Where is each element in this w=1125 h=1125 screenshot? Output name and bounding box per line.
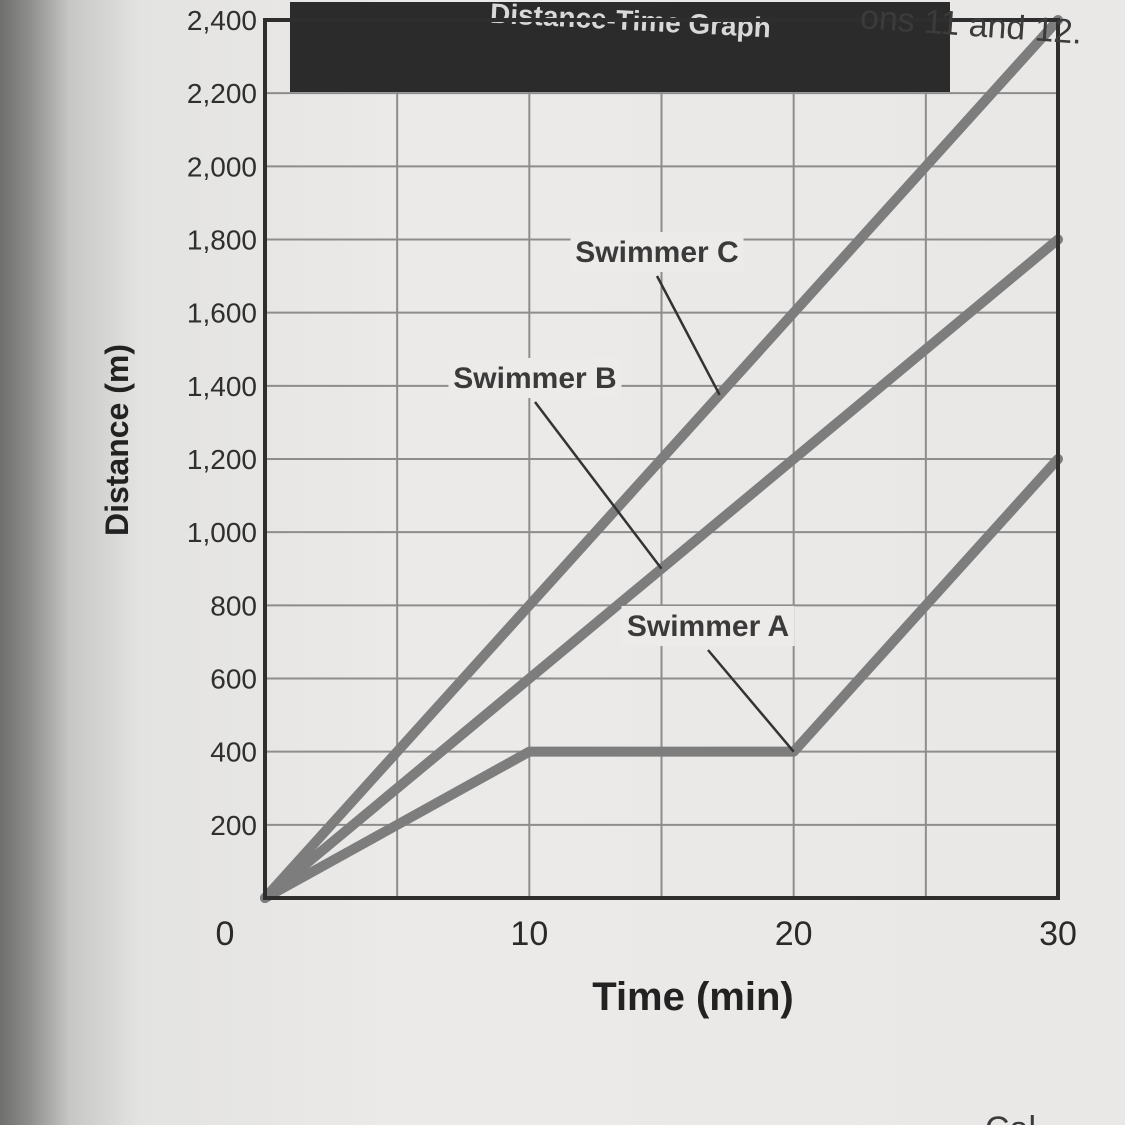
x-tick-label: 0 (216, 915, 235, 953)
x-tick-label: 30 (1039, 915, 1077, 953)
y-tick-label: 800 (210, 590, 257, 621)
y-tick-label: 1,200 (187, 444, 257, 475)
y-tick-label: 600 (210, 664, 257, 695)
y-tick-label: 2,400 (187, 5, 257, 36)
swimmer-c-label: Swimmer C (575, 236, 738, 269)
y-tick-label: 200 (210, 810, 257, 841)
swimmer-b-leader-line (534, 401, 663, 570)
swimmer-a-label-background (621, 606, 795, 646)
x-tick-label: 10 (510, 915, 548, 953)
y-tick-label: 400 (210, 737, 257, 768)
y-axis-title: Distance (m) (99, 344, 135, 536)
y-tick-label: 1,600 (187, 298, 257, 329)
plot-frame (263, 18, 1060, 900)
x-tick-label: 20 (775, 915, 813, 953)
swimmer-c-line (260, 15, 1063, 903)
swimmer-a-line (260, 454, 1063, 903)
x-tick-labels: 0 10 20 30 (216, 915, 1077, 953)
swimmer-b-label: Swimmer B (453, 362, 616, 395)
y-tick-label: 1,800 (187, 225, 257, 256)
y-tick-label: 2,200 (187, 78, 257, 109)
y-tick-label: 2,000 (187, 151, 257, 182)
y-tick-label: 1,000 (187, 517, 257, 548)
swimmer-a-label: Swimmer A (627, 610, 789, 643)
series-labels: Swimmer A Swimmer B Swimmer C (448, 232, 795, 753)
bottom-fragment: Cal (985, 1110, 1036, 1125)
swimmer-a-leader-line (707, 649, 795, 753)
x-axis-title: Time (min) (592, 975, 794, 1019)
title-bar (290, 2, 950, 92)
swimmer-c-label-background (570, 232, 744, 272)
swimmer-c-leader-line (655, 275, 721, 396)
swimmer-b-label-background (448, 358, 622, 398)
y-tick-label: 1,400 (187, 371, 257, 402)
y-tick-labels: 200 400 600 800 1,000 1,200 1,400 1,600 1,800 2,0… (187, 5, 257, 841)
